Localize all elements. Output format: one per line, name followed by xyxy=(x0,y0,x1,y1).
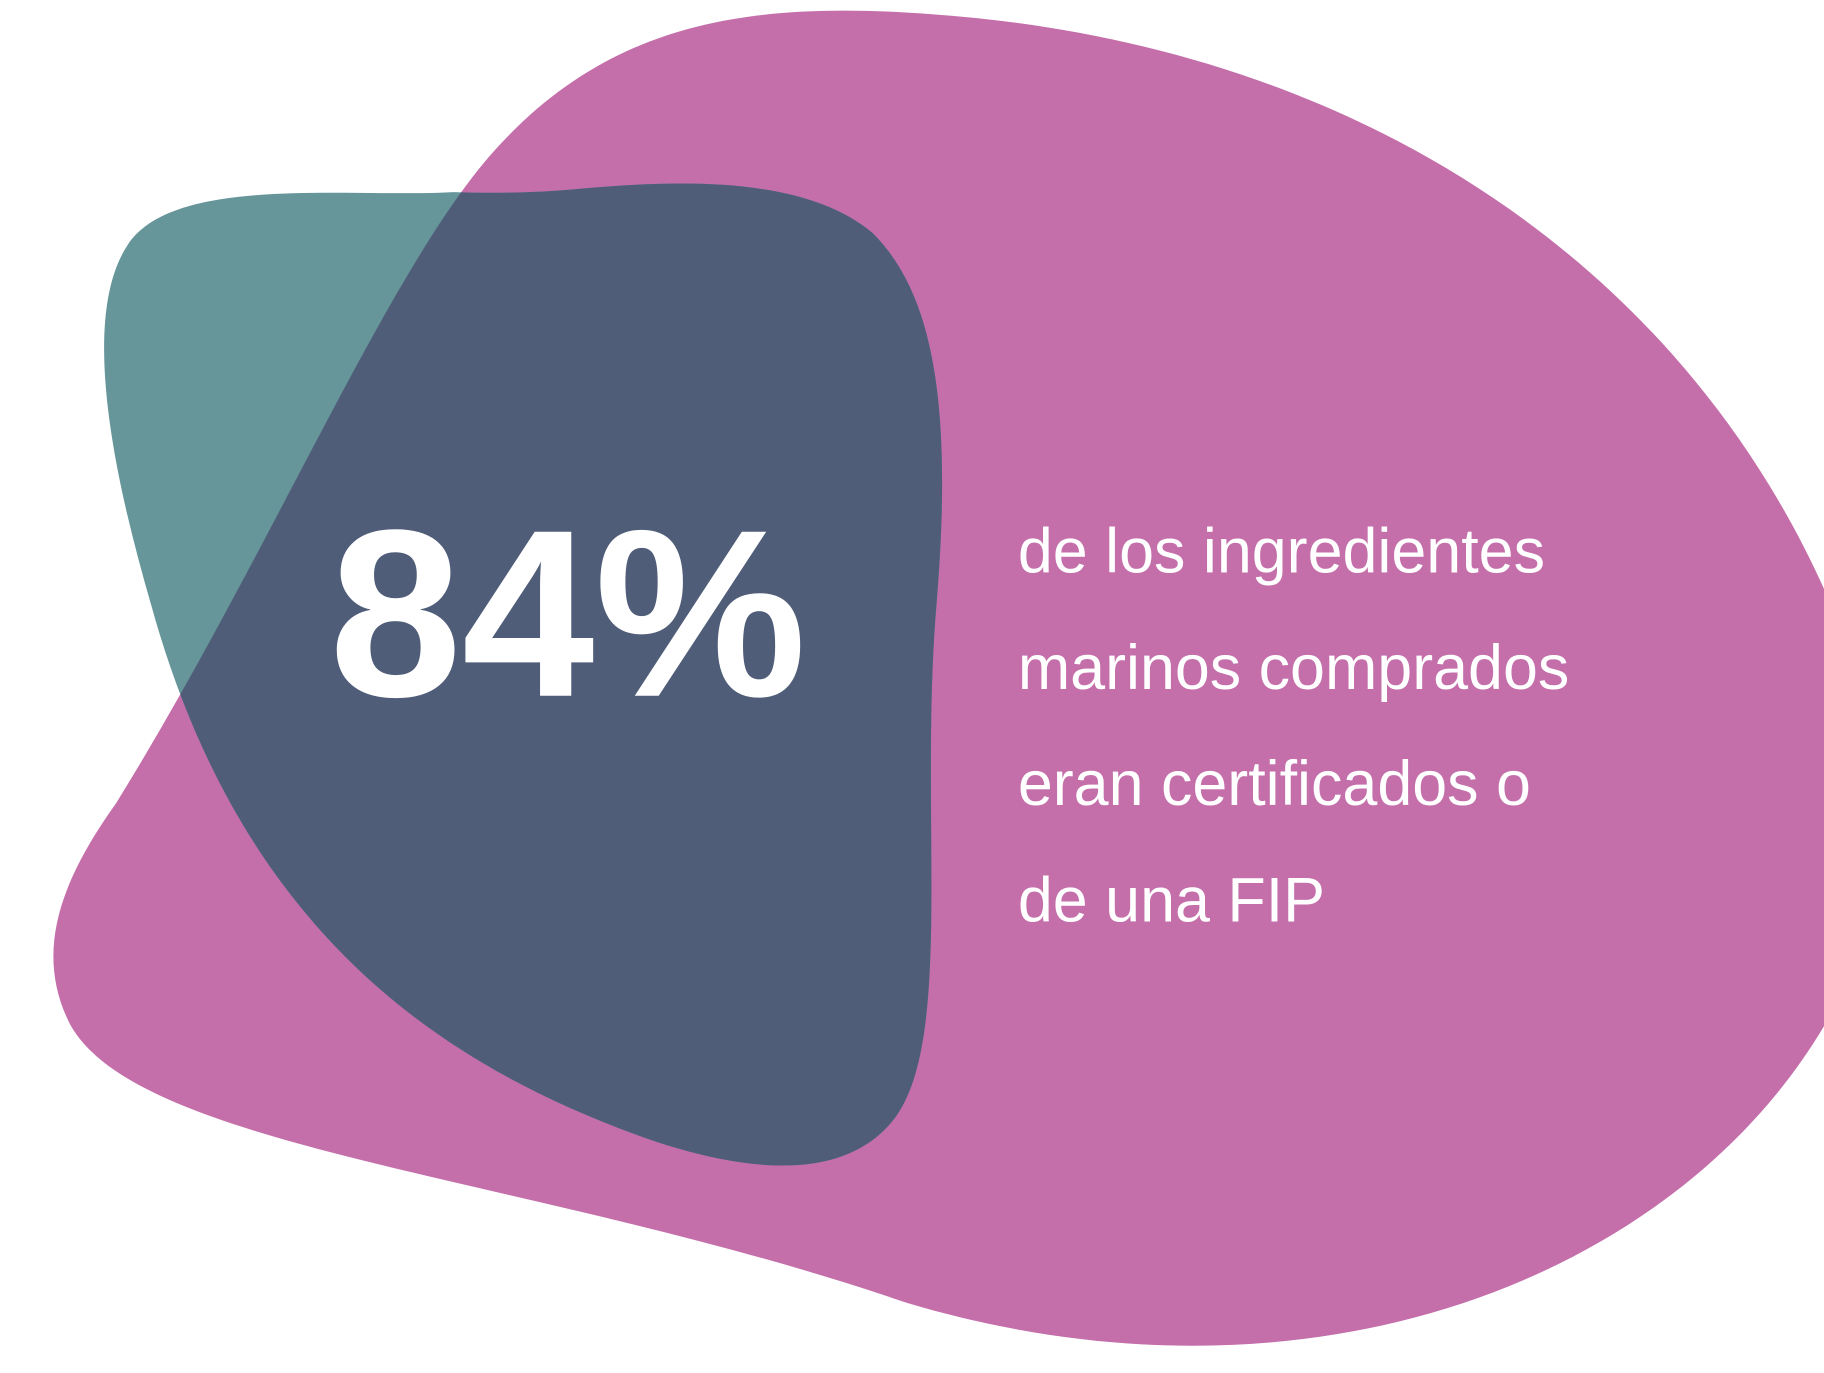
description-line: eran certificados o xyxy=(1018,749,1531,819)
description-line: de los ingredientes xyxy=(1018,517,1545,587)
description-line: marinos comprados xyxy=(1018,633,1569,703)
stat-value: 84% xyxy=(329,480,806,747)
description-line: de una FIP xyxy=(1018,865,1325,935)
